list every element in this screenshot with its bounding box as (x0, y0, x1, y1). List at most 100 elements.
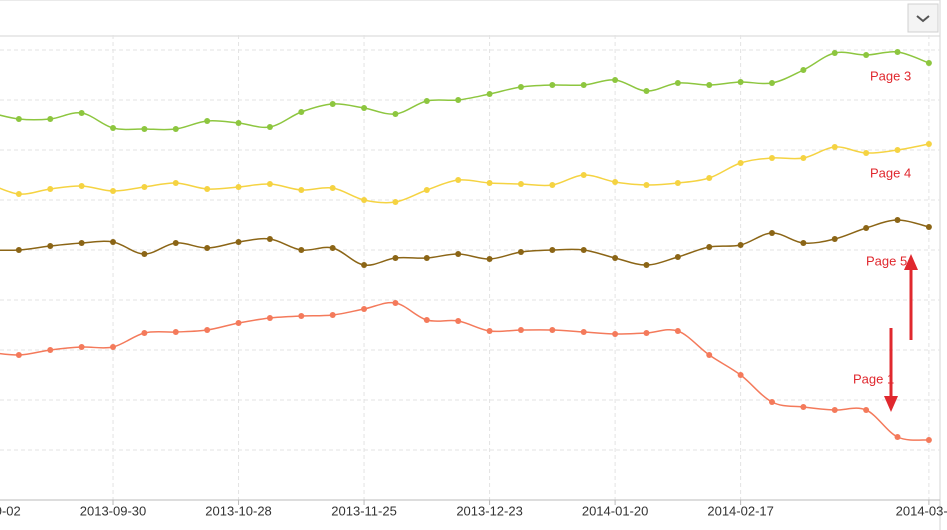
data-point (486, 328, 493, 334)
data-point (47, 186, 54, 192)
series-label: Page 1 (853, 371, 894, 386)
data-point (361, 262, 368, 268)
data-point (643, 262, 650, 268)
data-point (47, 347, 54, 353)
data-point (894, 217, 901, 223)
data-point (706, 82, 713, 88)
x-tick-label: 2013-11-25 (331, 503, 397, 518)
arrow-head (884, 396, 898, 412)
plot-area (0, 35, 940, 500)
data-point (580, 172, 587, 178)
x-tick-label: 2013-12-23 (456, 503, 523, 518)
data-point (863, 150, 870, 156)
data-point (737, 372, 744, 378)
data-point (423, 255, 430, 261)
data-point (455, 318, 462, 324)
data-point (769, 80, 775, 86)
data-point (141, 251, 148, 257)
data-point (172, 180, 179, 186)
data-point (706, 244, 713, 250)
data-point (266, 124, 273, 130)
series-label: Page 5 (866, 253, 907, 268)
data-point (863, 225, 870, 231)
data-point (204, 118, 211, 124)
arrow-head (904, 254, 918, 270)
data-point (737, 242, 744, 248)
data-point (925, 224, 932, 230)
data-point (800, 404, 807, 410)
data-point (580, 329, 587, 335)
data-point (643, 182, 650, 188)
data-point (298, 313, 305, 319)
data-point (110, 188, 117, 194)
data-point (517, 84, 524, 90)
data-point (612, 179, 619, 185)
data-point (863, 52, 870, 58)
data-point (110, 125, 117, 131)
data-point (172, 240, 179, 246)
data-point (298, 109, 305, 115)
data-point (706, 352, 713, 358)
data-point (298, 187, 305, 193)
data-point (15, 247, 22, 253)
data-point (47, 243, 54, 249)
data-point (517, 249, 524, 255)
data-point (831, 407, 838, 413)
x-tick-label: 2013-09-30 (80, 503, 147, 518)
data-point (423, 317, 430, 323)
data-point (47, 116, 54, 122)
data-point (423, 187, 430, 193)
data-point (800, 67, 807, 73)
data-point (612, 77, 619, 83)
data-point (486, 256, 493, 262)
series-line (0, 301, 929, 441)
data-point (204, 245, 211, 251)
data-point (706, 175, 713, 181)
data-point (15, 352, 22, 358)
data-point (486, 180, 493, 186)
data-point (392, 255, 399, 261)
data-point (235, 320, 242, 326)
x-tick-label: 2013-09-02 (0, 503, 21, 518)
data-point (831, 144, 838, 150)
data-point (769, 399, 775, 405)
data-point (549, 182, 556, 188)
data-point (486, 91, 493, 97)
data-point (894, 147, 901, 153)
data-point (549, 82, 556, 88)
data-point (455, 251, 462, 257)
dropdown-button[interactable] (907, 3, 939, 33)
chevron-icon (916, 15, 930, 23)
data-point (517, 181, 524, 187)
data-point (266, 315, 273, 321)
data-point (612, 331, 619, 337)
data-point (235, 120, 242, 126)
data-point (78, 183, 85, 189)
data-point (172, 329, 179, 335)
data-point (329, 312, 336, 318)
data-point (15, 191, 22, 197)
data-point (392, 111, 399, 117)
x-tick-label: 2014-03-31 (896, 503, 947, 518)
data-point (329, 245, 336, 251)
data-point (298, 247, 305, 253)
data-point (361, 197, 368, 203)
data-point (141, 330, 148, 336)
x-tick-label: 2014-02-17 (707, 503, 774, 518)
x-tick-label: 2013-10-28 (205, 503, 272, 518)
data-point (266, 181, 273, 187)
data-point (769, 155, 775, 161)
series-line (0, 219, 930, 266)
data-point (831, 236, 838, 242)
data-point (549, 247, 556, 253)
data-point (455, 97, 462, 103)
data-point (423, 98, 430, 104)
data-point (392, 300, 399, 306)
series-label: Page 3 (870, 68, 911, 83)
data-point (172, 126, 179, 132)
series-line (0, 143, 930, 204)
data-point (674, 328, 681, 334)
data-point (894, 434, 901, 440)
data-point (78, 344, 85, 350)
